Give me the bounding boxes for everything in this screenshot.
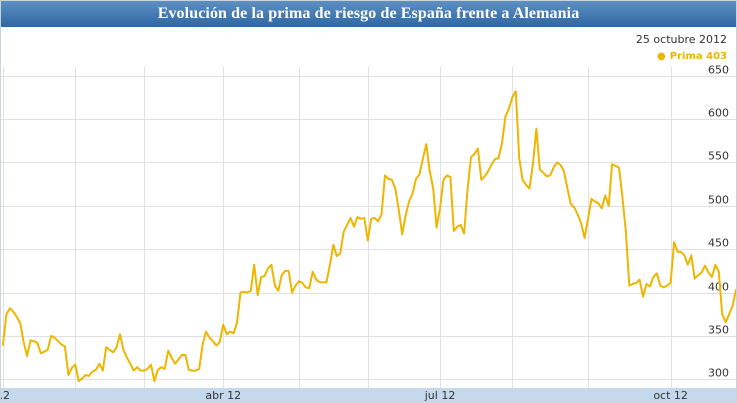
y-tick-label: 300 (708, 367, 729, 380)
chart-title: Evolución de la prima de riesgo de Españ… (1, 1, 736, 27)
legend: ● Prima 403 (657, 51, 727, 62)
x-tick-label: abr 12 (205, 389, 241, 402)
y-tick-label: 650 (708, 64, 729, 77)
x-axis-band (1, 388, 736, 402)
y-tick-label: 400 (708, 281, 729, 294)
y-tick-label: 450 (708, 237, 729, 250)
legend-series-name: Prima (669, 51, 703, 62)
legend-series-value: 403 (706, 51, 727, 62)
y-tick-label: 600 (708, 107, 729, 120)
y-axis-ticks: 300 350 400 450 500 550 600 650 (708, 64, 729, 380)
x-tick-label: .2 (1, 389, 10, 402)
legend-marker: ● (657, 51, 666, 62)
date-label: 25 octubre 2012 (635, 33, 727, 46)
series-line-prima (2, 90, 736, 383)
y-tick-label: 350 (708, 324, 729, 337)
x-axis-ticks: .2 abr 12 jul 12 oct 12 (1, 389, 688, 402)
x-tick-label: oct 12 (653, 389, 688, 402)
series-layer (2, 90, 736, 383)
y-tick-label: 550 (708, 150, 729, 163)
y-tick-label: 500 (708, 194, 729, 207)
x-tick-label: jul 12 (424, 389, 456, 402)
